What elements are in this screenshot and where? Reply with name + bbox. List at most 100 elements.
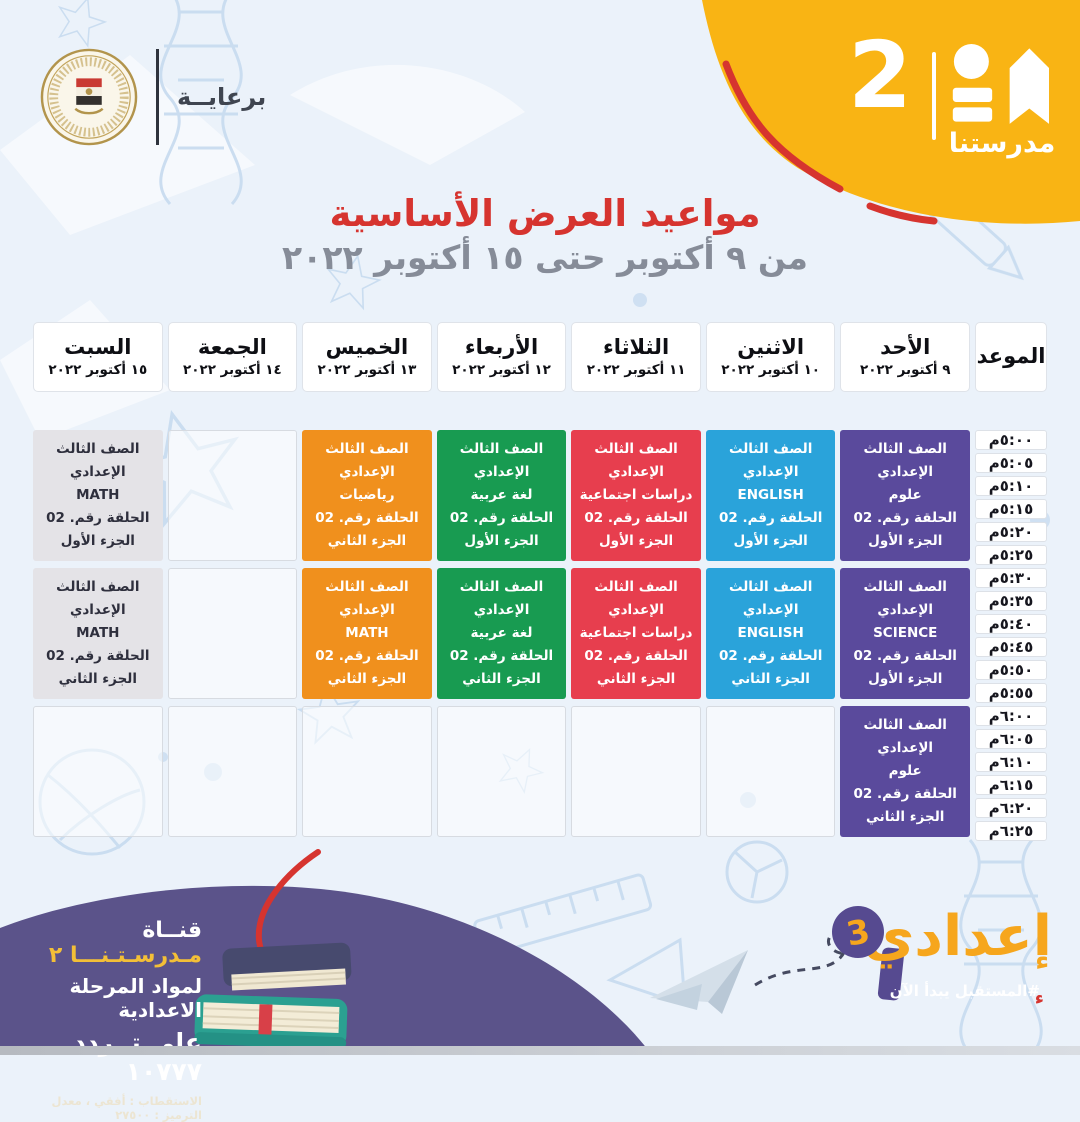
schedule-cell: الصف الثالث الإعدادي SCIENCE الحلقة رقم. 0… xyxy=(840,568,970,699)
schedule-cell: الصف الثالث الإعدادي لغة عربية الحلقة رقم.… xyxy=(436,568,567,699)
lesson-line: دراسات اجتماعية xyxy=(579,487,693,504)
day-name: الخميس xyxy=(325,335,409,360)
time-slot: ٥:١٥م xyxy=(975,499,1047,519)
time-slot: ٦:١٥م xyxy=(975,775,1047,795)
lesson-line: الحلقة رقم. 02 xyxy=(449,509,554,526)
day-date: ١٠ أكتوبر ٢٠٢٢ xyxy=(721,361,821,378)
lesson-line: MATH xyxy=(76,625,120,642)
lesson-line: الصف الثالث الإعدادي xyxy=(459,579,544,619)
lesson-line: الجزء الثاني xyxy=(731,670,810,687)
lesson-line: الحلقة رقم. 02 xyxy=(853,785,957,802)
time-slot: ٥:٤٥م xyxy=(975,637,1047,657)
lesson-line: MATH xyxy=(76,487,120,504)
time-slot: ٦:٢٠م xyxy=(975,798,1047,818)
lesson-line: الصف الثالث الإعدادي xyxy=(594,441,678,481)
lesson-line: الحلقة رقم. 02 xyxy=(718,509,823,526)
bottom-strip xyxy=(0,1046,1080,1055)
time-slot: ٦:٢٥م xyxy=(975,821,1047,841)
time-slot: ٥:٢٠م xyxy=(975,522,1047,542)
day-name: السبت xyxy=(64,335,132,360)
lesson-line: الجزء الثاني xyxy=(327,532,407,549)
sponsor-label: برعايــة xyxy=(177,83,267,111)
books-illustration-icon xyxy=(194,942,352,1050)
day-date: ١٢ أكتوبر ٢٠٢٢ xyxy=(452,361,551,378)
ball-doodle-icon xyxy=(725,840,789,904)
day-date: ١١ أكتوبر ٢٠٢٢ xyxy=(586,361,686,378)
lesson-line: الحلقة رقم. 02 xyxy=(584,647,688,664)
lesson-line: رياضيات xyxy=(339,487,395,504)
lesson-line: لغة عربية xyxy=(470,625,533,642)
lesson-line: SCIENCE xyxy=(873,625,938,642)
schedule-cell xyxy=(167,568,298,699)
time-slot: ٥:٣٠م xyxy=(975,568,1047,588)
lesson-line: الجزء الأول xyxy=(464,532,539,549)
time-slot: ٦:٠٠م xyxy=(975,706,1047,726)
sponsor-block: برعايــة xyxy=(40,48,266,146)
lesson-line: دراسات اجتماعية xyxy=(579,625,693,642)
lesson-line: الحلقة رقم. 02 xyxy=(718,647,823,664)
time-slot-group: ٥:٣٠م ٥:٣٥م ٥:٤٠م ٥:٤٥م ٥:٥٠م ٥:٥٥م xyxy=(975,568,1047,703)
channel-word: قنــاة xyxy=(142,918,202,943)
sponsor-divider xyxy=(156,49,159,145)
day-header: الثلاثاء ١١ أكتوبر ٢٠٢٢ xyxy=(571,322,701,392)
page-title: مواعيد العرض الأساسية xyxy=(329,192,761,235)
time-slot: ٥:٠٠م xyxy=(975,430,1047,450)
frequency-line: على تــردد ١٠٧٧٧ xyxy=(73,1028,202,1086)
day-header: السبت ١٥ أكتوبر ٢٠٢٢ xyxy=(33,322,163,392)
edady3-logo: إعدادي 3 #المستقبل يبدأ الآن ء xyxy=(827,900,1052,1020)
lesson-line: الجزء الأول xyxy=(60,532,135,549)
ruler-doodle-icon xyxy=(473,873,653,958)
ministry-of-education-logo xyxy=(40,48,138,146)
date-range: من ٩ أكتوبر حتى ١٥ أكتوبر ٢٠٢٢ xyxy=(282,238,808,278)
brand-divider xyxy=(932,52,936,140)
hashtag: #المستقبل يبدأ الآن xyxy=(889,982,1040,1000)
lesson-line: الحلقة رقم. 02 xyxy=(315,647,419,664)
paper-shape xyxy=(290,64,525,165)
day-name: الثلاثاء xyxy=(603,335,670,360)
schedule-cell: الصف الثالث الإعدادي MATH الحلقة رقم. 02 ال… xyxy=(302,568,432,699)
lesson-line: الجزء الأول xyxy=(598,532,674,549)
lesson-line: علوم xyxy=(888,487,922,504)
time-slot: ٦:٠٥م xyxy=(975,729,1047,749)
schedule-cell: الصف الثالث الإعدادي علوم الحلقة رقم. 02 ال… xyxy=(840,430,970,561)
schedule-cell: الصف الثالث الإعدادي ENGLISH الحلقة رقم. 0… xyxy=(705,568,836,699)
day-header: الخميس ١٣ أكتوبر ٢٠٢٢ xyxy=(302,322,432,392)
lesson-line: الصف الثالث الإعدادي xyxy=(728,579,813,619)
schedule-cell xyxy=(33,706,163,837)
lesson-line: MATH xyxy=(345,625,389,642)
schedule-cell: الصف الثالث الإعدادي لغة عربية الحلقة رقم.… xyxy=(436,430,567,561)
day-date: ٩ أكتوبر ٢٠٢٢ xyxy=(859,361,951,378)
schedule-cell: الصف الثالث الإعدادي دراسات اجتماعية الحلق… xyxy=(571,568,701,699)
schedule-cell xyxy=(705,706,836,837)
lesson-line: الجزء الثاني xyxy=(596,670,676,687)
lesson-line: الجزء الأول xyxy=(733,532,808,549)
schedule-cell xyxy=(436,706,567,837)
day-name: الاثنين xyxy=(737,335,805,360)
madrasetna-logo-icon xyxy=(952,44,1050,124)
schedule-cell: الصف الثالث الإعدادي MATH الحلقة رقم. 02 ال… xyxy=(33,568,163,699)
day-date: ١٥ أكتوبر ٢٠٢٢ xyxy=(48,361,148,378)
time-slot: ٥:٠٥م xyxy=(975,453,1047,473)
time-slot: ٥:٤٠م xyxy=(975,614,1047,634)
lesson-line: الحلقة رقم. 02 xyxy=(853,509,957,526)
day-name: الجمعة xyxy=(197,335,267,360)
day-header: الاثنين ١٠ أكتوبر ٢٠٢٢ xyxy=(705,322,836,392)
schedule-cell xyxy=(167,706,298,837)
lesson-line: الجزء الثاني xyxy=(327,670,407,687)
lesson-line: الحلقة رقم. 02 xyxy=(46,509,150,526)
lesson-line: الصف الثالث الإعدادي xyxy=(459,441,544,481)
schedule-cell: الصف الثالث الإعدادي رياضيات الحلقة رقم. 0… xyxy=(302,430,432,561)
time-slot: ٥:١٠م xyxy=(975,476,1047,496)
lesson-line: ENGLISH xyxy=(737,487,804,504)
title-block: مواعيد العرض الأساسية من ٩ أكتوبر حتى ١٥… xyxy=(140,192,950,281)
lesson-line: الصف الثالث الإعدادي xyxy=(863,579,947,619)
channel-name-highlight: مـدرسـتـنـــا ٢ xyxy=(48,943,202,968)
schedule-cell: الصف الثالث الإعدادي علوم الحلقة رقم. 02 ال… xyxy=(840,706,970,837)
stage-line: لمواد المرحلة الاعدادية xyxy=(69,974,202,1022)
channel-number: 2 xyxy=(848,22,913,129)
lesson-line: الصف الثالث الإعدادي xyxy=(325,441,409,481)
time-slot: ٦:١٠م xyxy=(975,752,1047,772)
lesson-line: الحلقة رقم. 02 xyxy=(584,509,688,526)
polarization-line: الاستقطاب : أفقي ، معدل الترميز : ٢٧٥٠٠ xyxy=(51,1094,202,1122)
time-slot: ٥:٢٥م xyxy=(975,545,1047,565)
